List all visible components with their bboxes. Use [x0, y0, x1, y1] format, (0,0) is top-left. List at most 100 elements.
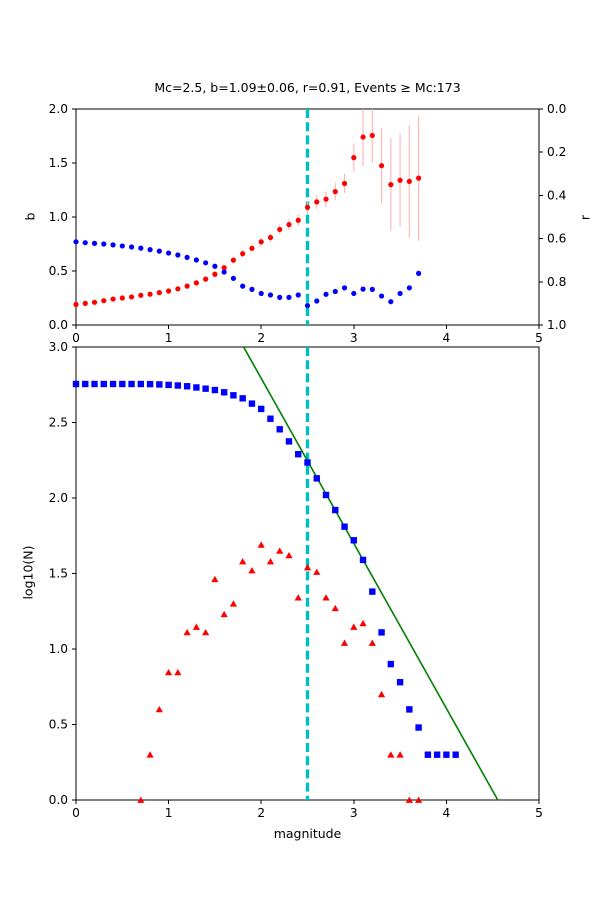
incremental-count-point	[313, 568, 321, 575]
r-value-point	[230, 275, 237, 281]
b-value-point	[416, 175, 422, 181]
y-tick-label: 2.5	[49, 416, 68, 430]
cumulative-count-point	[72, 380, 80, 388]
incremental-count-point	[276, 547, 284, 554]
b-value-point	[138, 292, 144, 298]
cumulative-count-point	[396, 679, 404, 686]
incremental-count-point	[285, 551, 293, 559]
incremental-count-point	[405, 796, 413, 803]
y-tick-label: 2.0	[49, 102, 68, 116]
incremental-count-point	[294, 594, 302, 601]
x-tick-label: 0	[72, 806, 80, 820]
cumulative-count-point	[202, 385, 209, 392]
cumulative-count-point	[258, 405, 265, 413]
incremental-count-point	[368, 639, 376, 646]
r-value-point	[314, 298, 320, 304]
incremental-count-point	[377, 690, 386, 698]
y-tick-label: 0.0	[49, 793, 68, 807]
x-tick-label: 5	[535, 806, 543, 820]
y-tick-label: 0.5	[49, 718, 68, 732]
incremental-count-point	[155, 706, 163, 713]
b-value-point	[156, 290, 162, 296]
b-value-point	[91, 299, 98, 305]
b-value-point	[295, 217, 301, 223]
r-value-point	[341, 285, 348, 291]
incremental-count-point	[174, 669, 182, 676]
cumulative-count-point	[165, 381, 172, 389]
b-value-point	[128, 294, 135, 300]
y-axis-label-r: r	[577, 214, 593, 221]
cumulative-count-point	[285, 438, 293, 445]
r-value-point	[406, 285, 412, 291]
b-value-point	[332, 189, 338, 195]
x-tick-label: 2	[257, 331, 265, 345]
cumulative-count-point	[433, 751, 441, 758]
incremental-count-point	[183, 628, 191, 636]
gr-fit-line	[242, 346, 499, 801]
incremental-count-point	[331, 604, 339, 612]
incremental-count-point	[220, 610, 228, 618]
y-tick-label: 2.0	[49, 491, 68, 505]
r-value-point	[101, 241, 107, 247]
x-tick-label: 1	[165, 331, 173, 345]
y-tick-label: 1.5	[49, 156, 68, 170]
cumulative-count-point	[322, 491, 330, 499]
b-value-point	[304, 204, 311, 210]
incremental-count-point	[239, 558, 247, 565]
x-tick-label: 2	[257, 806, 265, 820]
b-value-point	[341, 180, 348, 187]
cumulative-count-point	[128, 380, 135, 388]
y-axis-label-log10n: log10(N)	[20, 545, 36, 600]
b-value-point	[110, 296, 116, 302]
b-value-point	[267, 234, 274, 241]
y-right-tick-label: 0.8	[547, 275, 566, 289]
incremental-count-point	[229, 600, 238, 607]
incremental-count-point	[165, 669, 173, 676]
cumulative-count-point	[295, 451, 302, 458]
r-value-point	[369, 286, 375, 292]
x-tick-label: 4	[443, 806, 451, 820]
r-value-point	[332, 288, 338, 295]
y-tick-label: 1.5	[49, 567, 68, 581]
cumulative-count-point	[193, 384, 200, 391]
y-tick-label: 1.0	[49, 210, 68, 224]
cumulative-count-point	[109, 380, 117, 388]
incremental-count-point	[146, 751, 154, 758]
r-value-point	[82, 240, 88, 246]
y-right-tick-label: 0.4	[547, 188, 567, 202]
cumulative-count-point	[332, 506, 339, 514]
b-value-point	[147, 291, 153, 297]
cumulative-count-point	[424, 751, 432, 758]
b-value-point	[249, 245, 255, 251]
b-value-point	[351, 155, 357, 161]
b-value-point	[175, 286, 181, 292]
r-value-point	[156, 248, 162, 254]
cumulative-count-point	[239, 395, 246, 402]
cumulative-count-point	[276, 426, 283, 433]
b-value-point	[360, 134, 366, 140]
r-value-point	[267, 292, 274, 298]
b-value-point	[203, 276, 209, 282]
r-value-point	[221, 269, 227, 275]
cumulative-count-point	[313, 475, 320, 482]
x-tick-label: 0	[72, 331, 80, 345]
b-value-point	[258, 239, 264, 245]
b-value-point	[184, 283, 190, 289]
incremental-count-point	[202, 628, 210, 636]
incremental-count-point	[303, 564, 312, 571]
r-value-point	[249, 286, 255, 292]
r-value-point	[351, 290, 357, 297]
incremental-count-point	[415, 796, 423, 803]
r-value-point	[416, 270, 422, 276]
cumulative-count-point	[211, 386, 219, 394]
cumulative-count-point	[174, 382, 182, 389]
incremental-count-point	[340, 639, 349, 646]
y-right-tick-label: 0.0	[547, 102, 566, 116]
cumulative-count-point	[137, 380, 145, 388]
r-value-point	[397, 290, 403, 297]
b-value-point	[221, 265, 227, 271]
r-value-point	[73, 239, 79, 245]
incremental-count-point	[350, 623, 358, 630]
r-value-point	[110, 242, 116, 248]
